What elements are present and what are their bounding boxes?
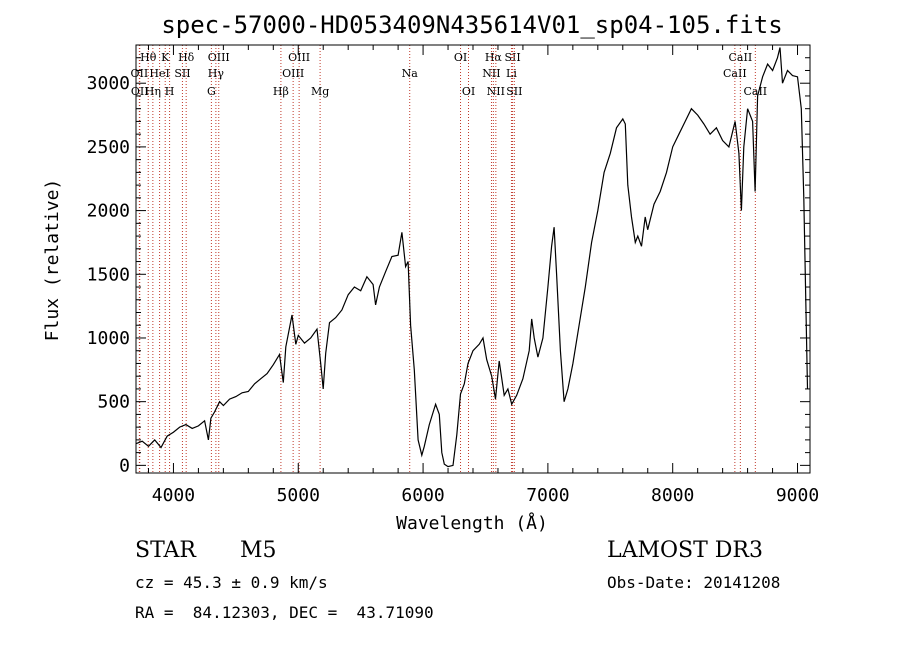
line-label: Hδ — [178, 51, 195, 64]
x-tick-label: 4000 — [152, 485, 195, 506]
line-label: Hθ — [140, 51, 157, 64]
object-subclass: M5 — [240, 538, 277, 563]
line-label: G — [207, 85, 216, 98]
y-tick-label: 2500 — [87, 137, 130, 158]
line-label: SII — [174, 67, 190, 80]
line-label: SII — [506, 85, 522, 98]
object-class: STAR — [135, 538, 196, 563]
spectrum-chart: spec-57000-HD053409N435614V01_sp04-105.f… — [42, 11, 819, 534]
line-label: Mg — [311, 85, 329, 98]
line-label: CaII — [729, 51, 753, 64]
line-label: OII — [131, 67, 149, 80]
plot-frame — [135, 44, 811, 474]
line-label: OII — [131, 85, 149, 98]
survey-label: LAMOST DR3 — [607, 538, 763, 563]
line-label: H — [165, 85, 175, 98]
line-label: OIII — [208, 51, 230, 64]
y-axis-label: Flux (relative) — [42, 179, 63, 342]
y-tick-label: 0 — [119, 455, 130, 476]
line-label: HeI — [149, 67, 169, 80]
y-tick-label: 2000 — [87, 201, 130, 222]
y-tick-label: 1000 — [87, 328, 130, 349]
spectrum-line — [135, 47, 809, 468]
line-label: OIII — [282, 67, 304, 80]
line-label: CaII — [723, 67, 747, 80]
line-label: SII — [504, 51, 520, 64]
line-label: Hη — [145, 85, 161, 98]
coordinates: RA = 84.12303, DEC = 43.71090 — [135, 603, 434, 622]
redshift-value: cz = 45.3 ± 0.9 km/s — [135, 573, 328, 592]
obs-date: Obs-Date: 20141208 — [607, 573, 781, 592]
line-label: OIII — [288, 51, 310, 64]
line-label: K — [161, 51, 170, 64]
y-tick-label: 1500 — [87, 264, 130, 285]
x-tick-label: 8000 — [651, 485, 694, 506]
line-label: Na — [402, 67, 419, 80]
line-label: Hγ — [208, 67, 225, 80]
y-tick-label: 500 — [97, 392, 130, 413]
line-label: CaII — [743, 85, 767, 98]
x-tick-label: 7000 — [526, 485, 569, 506]
line-label: Hβ — [273, 85, 289, 98]
line-label: NII — [487, 85, 505, 98]
x-tick-label: 9000 — [776, 485, 819, 506]
chart-title: spec-57000-HD053409N435614V01_sp04-105.f… — [161, 11, 782, 39]
x-tick-label: 6000 — [401, 485, 444, 506]
line-label: NII — [482, 67, 500, 80]
x-tick-label: 5000 — [277, 485, 320, 506]
line-label: OI — [462, 85, 475, 98]
x-axis-label: Wavelength (Å) — [396, 512, 548, 534]
y-tick-label: 3000 — [87, 73, 130, 94]
line-label: Hα — [485, 51, 503, 64]
axes: 4000 5000 6000 7000 8000 9000 0 500 1000 1500 2000… — [87, 44, 819, 506]
spectral-line-markers: Hθ OII OII K HeI Hη Hδ SII H OIII Hγ G OIII OIII Hβ Mg N… — [131, 45, 767, 473]
line-label: Li — [506, 67, 517, 80]
line-label: OI — [454, 51, 467, 64]
